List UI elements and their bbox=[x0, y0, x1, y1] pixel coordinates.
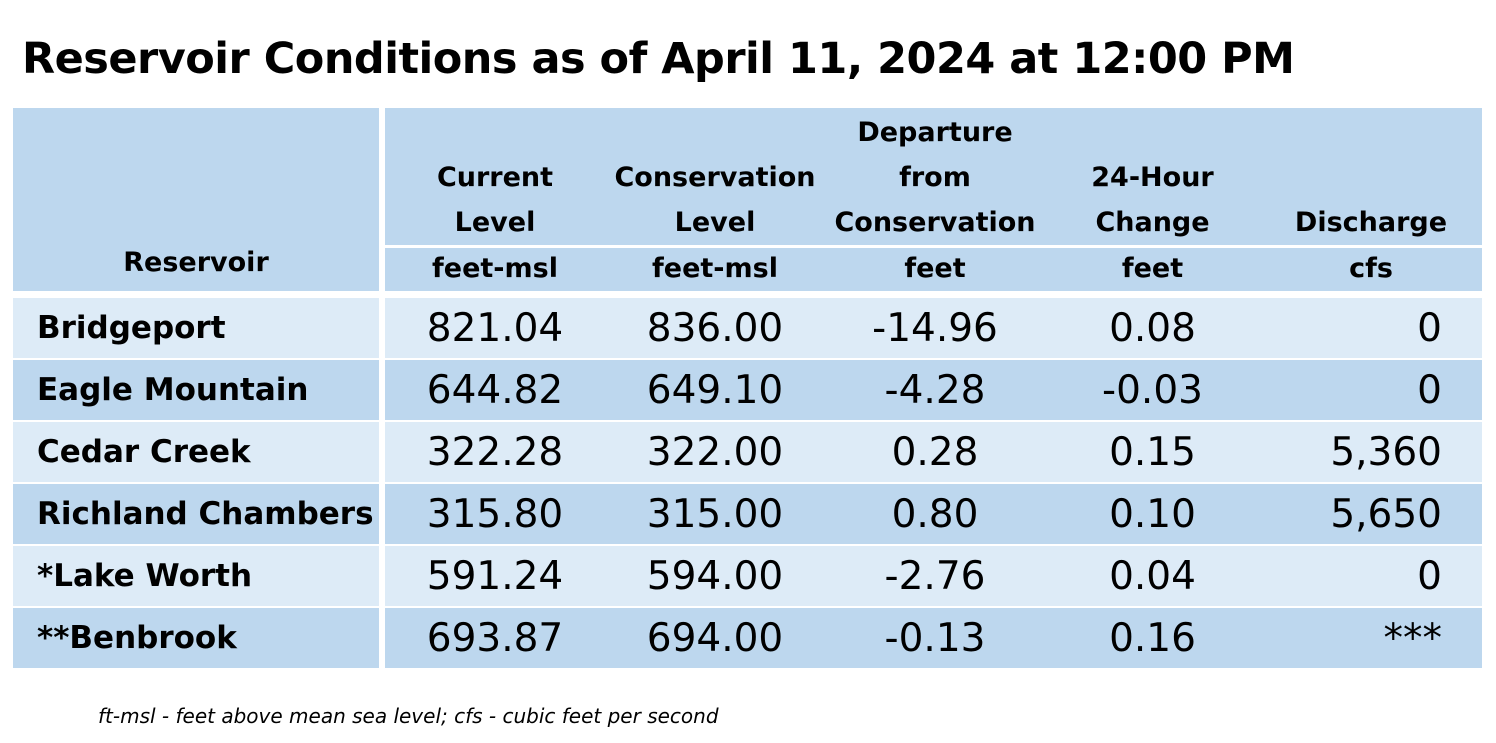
table-row bbox=[385, 546, 1482, 606]
table-row-name: Eagle Mountain bbox=[13, 360, 379, 420]
cell-current: 693.87 bbox=[426, 615, 564, 661]
cell-conservation: 594.00 bbox=[646, 553, 784, 599]
unit-discharge: cfs bbox=[1260, 248, 1482, 291]
cell-departure: 0.28 bbox=[891, 429, 979, 475]
header-current-line2: Level bbox=[454, 207, 536, 238]
cell-current: 644.82 bbox=[426, 367, 564, 413]
cell-current: 821.04 bbox=[426, 305, 564, 351]
header-departure-line2: from bbox=[899, 162, 971, 193]
header-conservation-line2: Level bbox=[674, 207, 756, 238]
unit-24h-change: feet bbox=[1045, 248, 1260, 291]
cell-discharge: 0 bbox=[1417, 367, 1442, 413]
cell-current: 315.80 bbox=[426, 491, 564, 537]
header-discharge-line1: Discharge bbox=[1294, 207, 1448, 238]
page-title: Reservoir Conditions as of April 11, 202… bbox=[22, 34, 1295, 84]
table-row-name: Richland Chambers bbox=[13, 484, 379, 544]
cell-discharge: 0 bbox=[1417, 553, 1442, 599]
table-row bbox=[385, 298, 1482, 358]
cell-discharge: 0 bbox=[1417, 305, 1442, 351]
unit-departure: feet bbox=[825, 248, 1045, 291]
cell-current: 591.24 bbox=[426, 553, 564, 599]
table-row-name: *Lake Worth bbox=[13, 546, 379, 606]
header-departure-line3: Conservation bbox=[834, 207, 1036, 238]
cell-change: 0.15 bbox=[1109, 429, 1196, 475]
table-row-name: Cedar Creek bbox=[13, 422, 379, 482]
cell-change: 0.08 bbox=[1109, 305, 1196, 351]
cell-departure: -4.28 bbox=[884, 367, 986, 413]
header-reservoir-label: Reservoir bbox=[123, 247, 269, 278]
unit-conservation-level: feet-msl bbox=[605, 248, 825, 291]
cell-conservation: 649.10 bbox=[646, 367, 784, 413]
cell-conservation: 836.00 bbox=[646, 305, 784, 351]
table-row bbox=[385, 360, 1482, 420]
header-change-line2: Change bbox=[1095, 207, 1210, 238]
cell-conservation: 315.00 bbox=[646, 491, 784, 537]
cell-departure: -0.13 bbox=[884, 615, 986, 661]
reservoir-table: Reservoir Current Level Conservation Lev… bbox=[13, 108, 1482, 668]
header-conservation-level: Conservation Level bbox=[605, 108, 825, 245]
cell-discharge: 5,650 bbox=[1330, 491, 1442, 537]
cell-discharge: *** bbox=[1383, 615, 1443, 661]
cell-departure: -14.96 bbox=[872, 305, 998, 351]
header-reservoir: Reservoir bbox=[13, 108, 379, 291]
footnote: ft-msl - feet above mean sea level; cfs … bbox=[98, 704, 719, 728]
cell-discharge: 5,360 bbox=[1330, 429, 1442, 475]
cell-conservation: 694.00 bbox=[646, 615, 784, 661]
table-row-name: Bridgeport bbox=[13, 298, 379, 358]
cell-current: 322.28 bbox=[426, 429, 564, 475]
cell-departure: 0.80 bbox=[891, 491, 979, 537]
header-discharge: Discharge bbox=[1260, 108, 1482, 245]
cell-change: 0.04 bbox=[1109, 553, 1196, 599]
cell-change: 0.16 bbox=[1109, 615, 1196, 661]
cell-departure: -2.76 bbox=[884, 553, 986, 599]
cell-change: 0.10 bbox=[1109, 491, 1196, 537]
cell-conservation: 322.00 bbox=[646, 429, 784, 475]
header-current-line1: Current bbox=[436, 162, 554, 193]
header-departure: Departure from Conservation bbox=[825, 108, 1045, 245]
table-row bbox=[385, 422, 1482, 482]
header-conservation-line1: Conservation bbox=[614, 162, 816, 193]
table-row bbox=[385, 608, 1482, 668]
table-row-name: **Benbrook bbox=[13, 608, 379, 668]
unit-current-level: feet-msl bbox=[385, 248, 605, 291]
cell-change: -0.03 bbox=[1102, 367, 1203, 413]
header-departure-line1: Departure bbox=[857, 117, 1013, 148]
header-change-line1: 24-Hour bbox=[1091, 162, 1214, 193]
table-row bbox=[385, 484, 1482, 544]
header-current-level: Current Level bbox=[385, 108, 605, 245]
header-24h-change: 24-Hour Change bbox=[1045, 108, 1260, 245]
